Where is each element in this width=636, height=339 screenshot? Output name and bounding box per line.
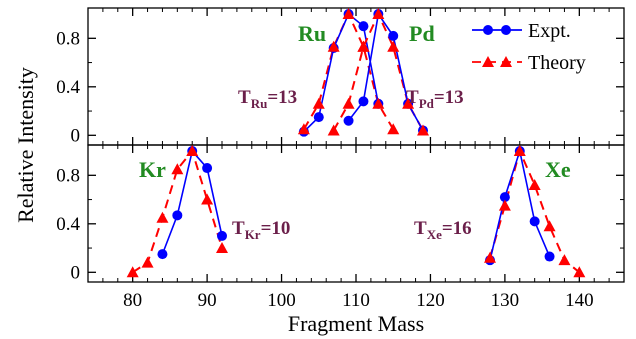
x-tick-label: 120 [416,290,445,311]
y-tick-label: 0.8 [56,28,80,49]
ru-theory-point [297,123,310,135]
xe-expt-point [529,216,540,227]
top-y-ticks: 0 0.4 0.8 [56,8,625,146]
xe-theory-point [558,254,571,266]
y-tick-label: 0 [71,125,81,146]
kr-label: Kr [139,157,166,182]
ru-theory-point [387,123,400,135]
kr-temperature-label: TKr=10 [232,218,290,242]
ru-theory-point [327,40,340,52]
x-tick-label: 140 [565,290,594,311]
kr-theory-point [156,211,169,223]
legend-theory-label: Theory [528,52,586,74]
legend-expt-marker [501,25,511,35]
y-tick-label: 0.4 [56,77,80,98]
kr-theory-point [201,193,214,205]
kr-expt-point [157,249,168,260]
pd-theory-point [372,8,385,20]
y-tick-label: 0.4 [56,214,80,235]
legend: Expt. Theory [472,20,586,74]
xe-theory-point [573,266,586,278]
legend-expt-marker [483,25,493,35]
kr-theory-point [186,145,199,157]
kr-expt-point [172,210,183,221]
bottom-panel: 0 0.4 0.8 80 90 100 110 120 130 140 Kr Xe TKr=10… [56,144,625,311]
pd-theory-point [342,97,355,109]
y-tick-label: 0.8 [56,165,80,186]
pd-expt-point [358,96,369,107]
x-tick-label: 110 [342,290,370,311]
pd-temperature-label: TPd=13 [406,87,464,111]
bottom-panel-frame [87,144,625,283]
pd-theory-point [327,124,340,136]
ru-expt-point [313,112,324,123]
legend-theory-marker [482,56,494,67]
x-tick-label: 130 [491,290,520,311]
pd-label: Pd [409,21,435,46]
ru-expt-point [358,21,369,32]
xe-theory-point [484,251,496,263]
pd-expt-point [343,115,354,126]
kr-theory-point [216,242,228,254]
xe-expt-line [489,147,551,261]
x-axis-title: Fragment Mass [288,311,424,336]
y-tick-label: 0 [71,262,81,283]
ru-theory-point [312,97,325,109]
kr-expt-point [202,163,213,174]
y-axis-title: Relative Intensity [13,67,38,223]
legend-expt-label: Expt. [528,20,571,42]
top-panel: 0 0.4 0.8 Ru Pd TRu=13 TPd=13 Expt. Theory [56,7,625,146]
bottom-series [126,145,586,278]
pd-expt-point [388,30,399,41]
pd-theory-point [357,40,370,52]
ru-theory-point [342,8,355,20]
pd-theory-point [402,97,415,109]
ru-theory-point [372,97,385,109]
pd-theory-point [417,124,429,136]
x-tick-label: 80 [123,290,142,311]
xe-label: Xe [545,157,571,182]
kr-expt-line [161,149,223,255]
xe-theory-point [528,179,541,191]
xe-theory-point [513,145,526,157]
kr-theory-point [141,256,154,268]
x-tick-label: 90 [198,290,217,311]
xe-expt-point [499,192,510,203]
x-tick-label: 100 [267,290,296,311]
xe-expt-point [544,251,555,262]
xe-theory-point [543,220,556,232]
kr-expt-point [217,230,227,241]
ru-label: Ru [298,21,326,46]
x-ticks: 80 90 100 110 120 130 140 [123,290,593,311]
kr-theory-point [171,163,184,175]
bottom-y-ticks: 0 0.4 0.8 [56,145,625,283]
ru-temperature-label: TRu=13 [238,87,297,111]
xe-temperature-label: TXe=16 [414,218,472,242]
legend-theory-marker [500,56,512,67]
kr-theory-point [126,266,139,278]
top-series [297,8,429,137]
xe-theory-point [498,199,511,211]
pd-theory-point [387,40,400,52]
